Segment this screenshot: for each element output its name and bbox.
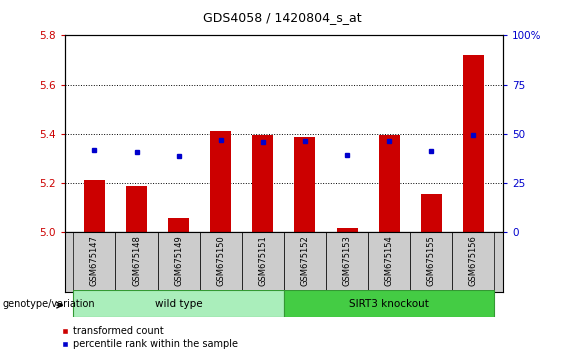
Bar — [210, 131, 231, 232]
Bar — [84, 180, 105, 232]
Text: GSM675154: GSM675154 — [385, 235, 394, 286]
Bar — [73, 232, 115, 292]
Text: GDS4058 / 1420804_s_at: GDS4058 / 1420804_s_at — [203, 11, 362, 24]
Bar — [253, 135, 273, 232]
Bar — [421, 194, 442, 232]
Bar — [294, 137, 315, 232]
Text: GSM675156: GSM675156 — [469, 235, 478, 286]
Text: GSM675151: GSM675151 — [258, 235, 267, 286]
Bar — [410, 232, 453, 292]
Bar — [284, 290, 494, 317]
Text: GSM675152: GSM675152 — [301, 235, 310, 286]
Bar — [199, 232, 242, 292]
Bar — [73, 290, 284, 317]
Text: GSM675148: GSM675148 — [132, 235, 141, 286]
Bar — [242, 232, 284, 292]
Text: GSM675147: GSM675147 — [90, 235, 99, 286]
Bar — [168, 218, 189, 232]
Bar — [158, 232, 199, 292]
Bar — [453, 232, 494, 292]
Bar — [284, 232, 326, 292]
Text: GSM675153: GSM675153 — [342, 235, 351, 286]
Text: GSM675149: GSM675149 — [174, 235, 183, 286]
Bar — [337, 228, 358, 232]
Bar — [368, 232, 410, 292]
Bar — [126, 187, 147, 232]
Text: GSM675150: GSM675150 — [216, 235, 225, 286]
Legend: transformed count, percentile rank within the sample: transformed count, percentile rank withi… — [62, 326, 238, 349]
Bar — [379, 135, 399, 232]
Text: GSM675155: GSM675155 — [427, 235, 436, 286]
Text: genotype/variation: genotype/variation — [3, 299, 95, 309]
Bar — [463, 55, 484, 232]
Bar — [115, 232, 158, 292]
Text: wild type: wild type — [155, 298, 202, 309]
Bar — [326, 232, 368, 292]
Text: SIRT3 knockout: SIRT3 knockout — [349, 298, 429, 309]
